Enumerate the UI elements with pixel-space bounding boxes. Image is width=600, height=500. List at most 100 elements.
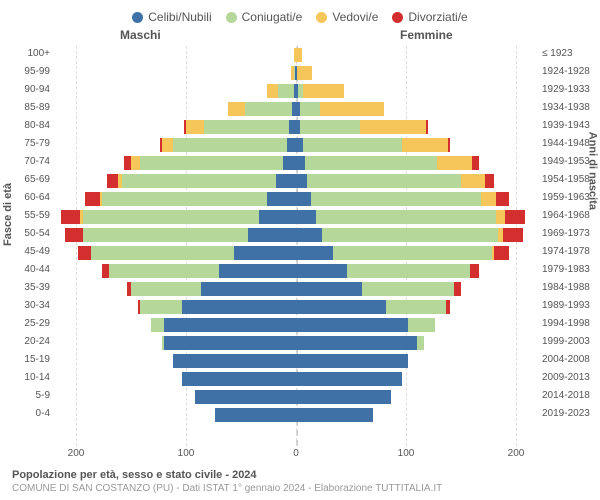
pyramid-row: 60-641959-1963: [54, 190, 538, 208]
bar-segment: [164, 318, 296, 332]
legend-swatch: [316, 12, 327, 23]
age-label: 0-4: [12, 408, 50, 419]
bar-segment: [140, 300, 182, 314]
bar-segment: [296, 408, 373, 422]
pyramid-row: 45-491974-1978: [54, 244, 538, 262]
legend-item: Celibi/Nubili: [132, 10, 211, 24]
male-bar: [54, 192, 296, 206]
bar-segment: [228, 102, 246, 116]
x-tick-label: 0: [293, 448, 299, 459]
pyramid-row: 5-92014-2018: [54, 388, 538, 406]
bar-segment: [470, 264, 479, 278]
age-label: 35-39: [12, 282, 50, 293]
bar-segment: [248, 228, 296, 242]
bar-segment: [85, 192, 100, 206]
male-bar: [54, 264, 296, 278]
age-label: 80-84: [12, 120, 50, 131]
pyramid-row: 100+≤ 1923: [54, 46, 538, 64]
male-bar: [54, 138, 296, 152]
male-bar: [54, 282, 296, 296]
plot-area: 100+≤ 192395-991924-192890-941929-193385…: [54, 46, 538, 446]
male-bar: [54, 300, 296, 314]
birth-year-label: 1924-1928: [542, 66, 596, 77]
male-bar: [54, 408, 296, 422]
male-bar: [54, 210, 296, 224]
male-bar: [54, 336, 296, 350]
bar-segment: [426, 120, 428, 134]
birth-year-label: 1969-1973: [542, 228, 596, 239]
bar-segment: [267, 192, 296, 206]
female-bar: [296, 300, 538, 314]
legend-swatch: [132, 12, 143, 23]
female-bar: [296, 336, 538, 350]
column-headers: Maschi Femmine: [0, 28, 600, 46]
age-label: 90-94: [12, 84, 50, 95]
bar-segment: [437, 156, 472, 170]
bar-segment: [102, 264, 109, 278]
age-label: 30-34: [12, 300, 50, 311]
female-bar: [296, 174, 538, 188]
male-bar: [54, 102, 296, 116]
bar-segment: [296, 300, 386, 314]
bar-segment: [300, 120, 359, 134]
bar-segment: [131, 156, 140, 170]
female-bar: [296, 372, 538, 386]
bar-segment: [472, 156, 479, 170]
female-bar: [296, 120, 538, 134]
x-tick-label: 100: [178, 448, 195, 459]
birth-year-label: 1974-1978: [542, 246, 596, 257]
x-axis: 2001000100200: [54, 448, 538, 462]
bar-segment: [140, 156, 283, 170]
female-bar: [296, 102, 538, 116]
birth-year-label: ≤ 1923: [542, 48, 596, 59]
bar-segment: [307, 174, 461, 188]
birth-year-label: 1984-1988: [542, 282, 596, 293]
birth-year-label: 1939-1943: [542, 120, 596, 131]
male-bar: [54, 372, 296, 386]
birth-year-label: 1959-1963: [542, 192, 596, 203]
bar-segment: [300, 102, 320, 116]
bar-segment: [215, 408, 296, 422]
bar-segment: [173, 138, 287, 152]
age-label: 55-59: [12, 210, 50, 221]
female-bar: [296, 48, 538, 62]
bar-segment: [182, 372, 296, 386]
pyramid-row: 65-691954-1958: [54, 172, 538, 190]
age-label: 5-9: [12, 390, 50, 401]
pyramid-row: 70-741949-1953: [54, 154, 538, 172]
bar-segment: [461, 174, 485, 188]
pyramid-rows: 100+≤ 192395-991924-192890-941929-193385…: [54, 46, 538, 446]
pyramid-row: 95-991924-1928: [54, 64, 538, 82]
header-female: Femmine: [400, 28, 453, 42]
legend-label: Celibi/Nubili: [148, 10, 211, 24]
x-tick-label: 100: [398, 448, 415, 459]
bar-segment: [78, 246, 91, 260]
male-bar: [54, 318, 296, 332]
bar-segment: [124, 156, 131, 170]
bar-segment: [305, 156, 437, 170]
bar-segment: [316, 210, 496, 224]
female-bar: [296, 264, 538, 278]
bar-segment: [296, 246, 333, 260]
legend: Celibi/NubiliConiugati/eVedovi/eDivorzia…: [0, 0, 600, 28]
bar-segment: [122, 174, 276, 188]
bar-segment: [347, 264, 470, 278]
chart-subtitle: COMUNE DI SAN COSTANZO (PU) - Dati ISTAT…: [12, 482, 442, 496]
age-label: 85-89: [12, 102, 50, 113]
age-label: 15-19: [12, 354, 50, 365]
birth-year-label: 2019-2023: [542, 408, 596, 419]
age-label: 40-44: [12, 264, 50, 275]
bar-segment: [296, 282, 362, 296]
bar-segment: [102, 192, 267, 206]
bar-segment: [494, 246, 509, 260]
legend-swatch: [392, 12, 403, 23]
male-bar: [54, 84, 296, 98]
bar-segment: [276, 174, 296, 188]
pyramid-row: 25-291994-1998: [54, 316, 538, 334]
male-bar: [54, 120, 296, 134]
pyramid-row: 10-142009-2013: [54, 370, 538, 388]
male-bar: [54, 354, 296, 368]
bar-segment: [296, 336, 417, 350]
legend-label: Divorziati/e: [408, 10, 467, 24]
pyramid-row: 0-42019-2023: [54, 406, 538, 424]
